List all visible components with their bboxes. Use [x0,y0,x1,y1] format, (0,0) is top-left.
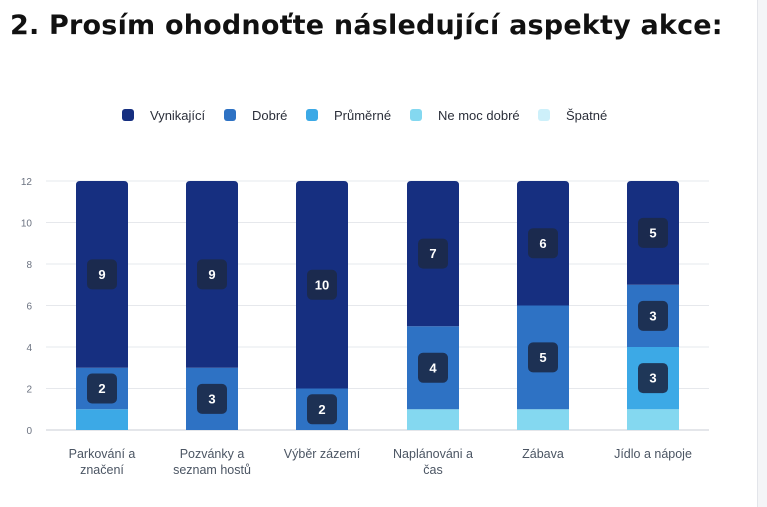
data-label-box [638,363,668,394]
data-label: 5 [649,225,656,240]
x-tick-label: Pozvánky a [180,447,245,461]
chart-data-labels: 2 9 3 9 2 10 4 7 5 6 3 3 5 [87,217,668,425]
y-tick-label: 12 [21,177,33,188]
x-tick-label: Naplánováni a [393,447,473,461]
legend-swatch-prumerne [306,109,318,121]
data-label: 6 [539,236,546,251]
bar-segment-prumerne[interactable] [76,409,128,430]
data-label-box [528,342,558,373]
data-label-box [87,259,117,290]
y-tick-label: 6 [26,302,32,313]
chart-legend: Vynikající Dobré Průměrné Ne moc dobré Špatn… [122,108,607,123]
x-tick-label: Jídlo a nápoje [614,447,692,461]
data-label-box [528,228,558,259]
data-label-box [418,238,448,269]
page-title: 2. Prosím ohodnoťte následující aspekty … [10,10,723,41]
data-label-box [87,373,117,404]
y-tick-label: 0 [26,426,32,437]
x-tick-label: značení [80,463,124,477]
chart-grid: 0 2 4 6 8 10 12 [21,177,709,437]
legend-swatch-vynikajici [122,109,134,121]
legend-swatch-spatne [538,109,550,121]
data-label-box [307,269,337,300]
data-label: 3 [208,391,215,406]
bar-segment-ne-moc-dobre[interactable] [407,409,459,430]
scrollbar-track[interactable] [757,0,767,507]
legend-label-spatne[interactable]: Špatné [566,108,607,123]
data-label: 9 [208,267,215,282]
x-tick-label: Parkování a [69,447,136,461]
x-tick-label: Zábava [522,447,564,461]
chart-x-axis: Parkování a značení Pozvánky a seznam hostů… [69,447,692,477]
data-label: 9 [98,267,105,282]
data-label: 10 [315,277,329,292]
y-tick-label: 2 [26,385,32,396]
bar-segment-ne-moc-dobre[interactable] [627,409,679,430]
data-label-box [197,259,227,290]
data-label: 3 [649,308,656,323]
data-label: 4 [429,360,437,375]
data-label: 7 [429,246,436,261]
data-label-box [197,383,227,414]
y-tick-label: 4 [26,343,32,354]
x-tick-label: Výběr zázemí [284,447,361,461]
y-tick-label: 8 [26,260,32,271]
y-tick-label: 10 [21,219,33,230]
bar-segment-ne-moc-dobre[interactable] [517,409,569,430]
legend-swatch-dobre [224,109,236,121]
data-label-box [638,217,668,248]
data-label-box [307,394,337,425]
data-label: 5 [539,350,546,365]
data-label: 2 [318,402,325,417]
legend-swatch-ne-moc-dobre [410,109,422,121]
legend-label-vynikajici[interactable]: Vynikající [150,108,206,123]
legend-label-prumerne[interactable]: Průměrné [334,108,391,123]
x-tick-label: čas [423,463,442,477]
data-label: 2 [98,381,105,396]
data-label-box [638,300,668,331]
x-tick-label: seznam hostů [173,463,251,477]
legend-label-ne-moc-dobre[interactable]: Ne moc dobré [438,108,520,123]
legend-label-dobre[interactable]: Dobré [252,108,287,123]
data-label: 3 [649,371,656,386]
data-label-box [418,352,448,383]
